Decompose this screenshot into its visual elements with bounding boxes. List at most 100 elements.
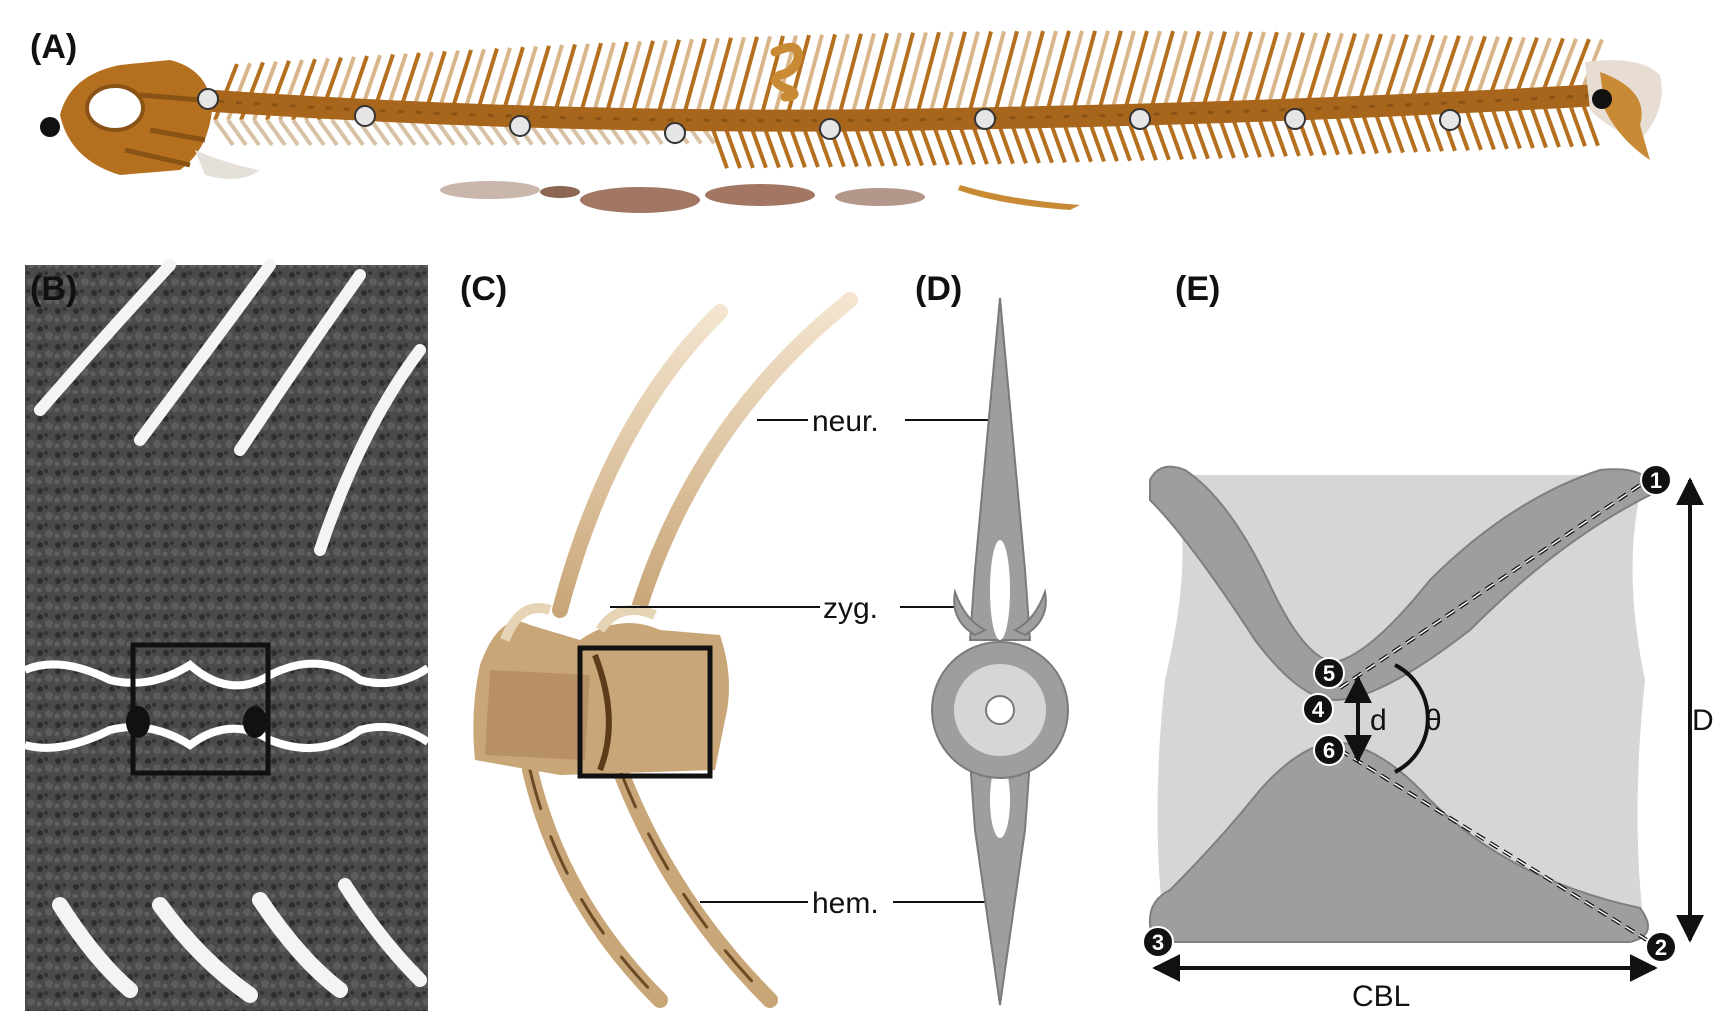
label-D: D (1692, 704, 1714, 737)
neural-spine (837, 33, 863, 118)
schematic-zygapophyses (953, 588, 1047, 637)
neural-spine (1422, 34, 1448, 102)
svg-text:2: 2 (1655, 935, 1667, 960)
label-neural-spine: neur. (812, 405, 879, 438)
haemal-spine (278, 118, 300, 147)
landmark-5: 5 (1313, 657, 1345, 689)
neural-spine (1240, 31, 1266, 108)
neural-spine (967, 30, 993, 115)
neural-spine (1370, 33, 1396, 104)
neural-spine (746, 35, 772, 119)
neural-spine (681, 38, 707, 119)
neural-spine (1071, 30, 1097, 113)
haemal-spine (239, 118, 261, 147)
landmark-2: 2 (1645, 931, 1677, 963)
neural-spine (1500, 36, 1526, 100)
neural-spine (863, 32, 889, 117)
neural-spine (876, 32, 902, 117)
vertebra-marker (1129, 108, 1151, 130)
neural-spine (655, 39, 681, 120)
neural-spine (1032, 30, 1058, 114)
neural-spine (1227, 31, 1253, 109)
svg-text:5: 5 (1323, 661, 1335, 686)
neural-spine (1474, 36, 1500, 101)
panel-c: (C) neur. zyg. hem. (460, 270, 1003, 1008)
neural-spine (590, 42, 616, 120)
neural-spine (1305, 32, 1331, 106)
haemal-spine (304, 118, 326, 147)
neural-spine (1162, 30, 1188, 110)
haemal-spine (343, 118, 365, 147)
vertebra-marker (664, 122, 686, 144)
vertebra-marker (974, 108, 996, 130)
neural-spine (1253, 31, 1279, 108)
neural-spine (1188, 30, 1214, 110)
neural-spine (811, 33, 837, 118)
neural-spine (1136, 30, 1162, 111)
neural-spine (1396, 34, 1422, 103)
neural-spine (1097, 30, 1123, 112)
neural-spine (1214, 31, 1240, 109)
centrum-cone-lower (1148, 740, 1649, 943)
neural-spine (1149, 30, 1175, 111)
schematic-haemal-spine (968, 759, 1032, 1006)
neural-spine (1383, 33, 1409, 104)
panel-a-label: (A) (30, 28, 77, 66)
neural-spine (1357, 33, 1383, 105)
gut-contents (440, 181, 925, 213)
ct-selection-box (130, 642, 271, 776)
vertebra-marker (1439, 109, 1461, 131)
haemal-spine (265, 118, 287, 147)
neural-spine (616, 40, 642, 120)
neural-spine (1344, 33, 1370, 105)
haemal-spine (226, 118, 248, 147)
schematic-notochord-canal (985, 695, 1015, 725)
ct-bright-spines (34, 259, 427, 1003)
label-theta: θ (1425, 704, 1442, 737)
haemal-spines-3d (522, 762, 778, 1008)
haemal-spine (369, 118, 391, 147)
pelvic-bone (958, 185, 1080, 210)
neural-spine (707, 37, 733, 119)
neural-spine (1175, 30, 1201, 110)
panel-d-label: (D) (915, 270, 962, 308)
vertebra-marker (197, 88, 219, 110)
neural-spine (1487, 36, 1513, 100)
label-haemal-spine: hem. (812, 887, 879, 920)
haemal-spine (408, 118, 430, 147)
landmark-3: 3 (1142, 926, 1174, 958)
neural-spine (889, 32, 915, 117)
svg-text:1: 1 (1650, 468, 1662, 493)
neural-spine (1448, 35, 1474, 101)
panel-b-label: (B) (30, 270, 77, 308)
haemal-spine (317, 118, 339, 147)
landmark-4: 4 (1302, 693, 1334, 725)
vertebra-markers (197, 88, 1461, 144)
ct-notochord-lower (23, 722, 431, 752)
panel-e-label: (E) (1175, 270, 1220, 308)
panel-a: (A) (30, 28, 1662, 213)
haemal-spine (421, 118, 443, 147)
vertebra-marker (509, 115, 531, 137)
ct-image (25, 265, 428, 1011)
neural-spine (668, 38, 694, 120)
haemal-spine (213, 118, 235, 147)
svg-text:6: 6 (1323, 738, 1335, 763)
haemal-spine (330, 118, 352, 147)
panel-b: (B) (23, 259, 431, 1011)
tail (1585, 60, 1662, 160)
label-CBL: CBL (1352, 980, 1410, 1013)
s-shaped-bone (770, 42, 803, 102)
panel-c-label: (C) (460, 270, 507, 308)
neural-spine (1513, 37, 1539, 99)
vertebra-marker (354, 105, 376, 127)
neural-spine (720, 36, 746, 119)
neural-spine (1279, 31, 1305, 107)
haemal-spine (382, 118, 404, 147)
skull (60, 60, 260, 179)
haemal-spine (395, 118, 417, 147)
svg-text:3: 3 (1152, 930, 1164, 955)
neural-spine (980, 30, 1006, 115)
neural-spine (1019, 30, 1045, 114)
